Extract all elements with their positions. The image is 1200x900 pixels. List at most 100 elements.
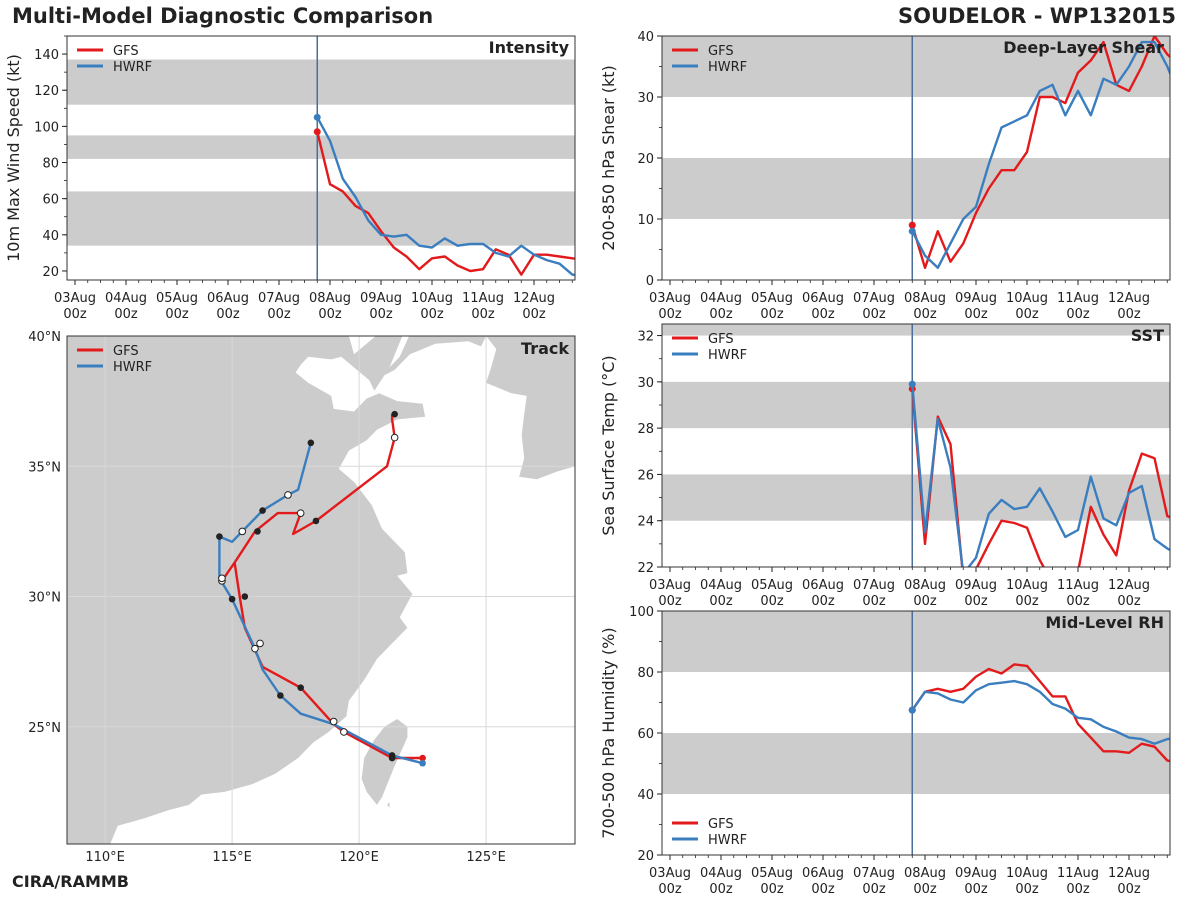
x-tick-label-hour: 00z: [913, 594, 937, 609]
track-point-hwrf: [216, 533, 223, 540]
y-axis-label: Sea Surface Temp (°C): [599, 355, 618, 535]
shade-band: [67, 191, 575, 246]
track-point-gfs: [312, 517, 320, 525]
x-tick-label-hour: 00z: [964, 594, 988, 609]
x-tick-label-hour: 00z: [1066, 594, 1090, 609]
x-tick-label-hour: 00z: [165, 307, 189, 322]
x-tick-label-hour: 00z: [63, 307, 87, 322]
x-tick-label-date: 05Aug: [751, 291, 793, 306]
track-point-gfs: [340, 728, 348, 736]
series-line-hwrf: [911, 679, 1170, 745]
panel-title: SST: [1131, 326, 1164, 345]
x-tick-label-date: 10Aug: [411, 291, 453, 306]
track-point-hwrf: [238, 527, 247, 536]
x-tick-label-date: 11Aug: [462, 291, 504, 306]
track-point-gfs: [241, 593, 249, 600]
x-tick-label-hour: 00z: [862, 594, 886, 609]
x-tick-label-hour: 00z: [760, 594, 784, 609]
x-tick-label-date: 11Aug: [1057, 866, 1099, 881]
series-group: [908, 380, 1170, 567]
legend-label-gfs: GFS: [708, 817, 734, 832]
x-tick-label-date: 08Aug: [904, 291, 946, 306]
shade-band: [662, 611, 1170, 672]
track-point-gfs: [419, 754, 426, 762]
x-tick-label-date: 05Aug: [751, 866, 793, 881]
y-tick-label: 30: [637, 376, 654, 391]
lon-tick-label: 125°E: [466, 850, 506, 865]
x-tick-label-hour: 00z: [811, 594, 835, 609]
y-tick-label: 26: [637, 468, 654, 483]
legend-label-hwrf: HWRF: [708, 348, 747, 363]
y-tick-label: 10: [637, 213, 654, 228]
lat-tick-label: 40°N: [28, 330, 61, 345]
y-axis-label: 700-500 hPa Humidity (%): [599, 627, 618, 838]
y-tick-label: 20: [637, 152, 654, 167]
track-point-hwrf: [329, 717, 338, 726]
x-tick-label-hour: 00z: [913, 882, 937, 897]
series-start-point-hwrf: [908, 380, 916, 388]
y-tick-label: 100: [34, 120, 59, 135]
x-tick-label-hour: 00z: [658, 307, 682, 322]
shade-band: [662, 324, 1170, 336]
track-point-hwrf: [419, 759, 426, 767]
land-islet: [387, 802, 390, 808]
x-tick-label-date: 07Aug: [853, 866, 895, 881]
y-tick-label: 28: [637, 422, 654, 437]
panel-track: 110°E 115°E 120°E 125°E 25°N 30°N 35°N 40°N Trac…: [28, 330, 576, 865]
legend-label-hwrf: HWRF: [113, 60, 152, 75]
x-tick-label-hour: 00z: [709, 882, 733, 897]
lat-tick-label: 35°N: [28, 460, 61, 475]
lat-tick-label: 30°N: [28, 591, 61, 606]
series-line-gfs: [911, 663, 1170, 763]
axes-frame: [661, 35, 1171, 281]
x-tick-label-hour: 00z: [862, 882, 886, 897]
lon-tick-label: 110°E: [85, 850, 125, 865]
x-tick-label-date: 04Aug: [700, 291, 742, 306]
y-tick-label: 30: [637, 91, 654, 106]
track-point-hwrf: [307, 439, 315, 447]
x-tick-label-date: 10Aug: [1006, 866, 1048, 881]
series-group: [908, 36, 1170, 269]
track-point-hwrf: [256, 639, 264, 648]
x-tick-label-hour: 00z: [1015, 594, 1039, 609]
series-group: [908, 663, 1170, 763]
panel-sst: 22242628303203Aug00z04Aug00z05Aug00z06Au…: [599, 323, 1171, 609]
legend-label-hwrf: HWRF: [113, 360, 152, 375]
x-tick-label-hour: 00z: [420, 307, 444, 322]
x-tick-label-hour: 00z: [318, 307, 342, 322]
track-point-gfs: [391, 410, 398, 418]
x-tick-label-date: 07Aug: [853, 578, 895, 593]
legend-label-gfs: GFS: [708, 332, 734, 347]
y-tick-label: 120: [34, 84, 59, 99]
y-tick-label: 80: [42, 157, 59, 172]
track-point-gfs: [297, 684, 304, 691]
track-point-hwrf: [251, 644, 259, 653]
x-tick-label-hour: 00z: [1117, 307, 1141, 322]
x-tick-label-date: 08Aug: [904, 578, 946, 593]
legend-label-gfs: GFS: [113, 44, 139, 59]
y-tick-label: 60: [637, 727, 654, 742]
track-point-gfs: [390, 433, 399, 442]
x-tick-label-hour: 00z: [709, 594, 733, 609]
y-tick-label: 40: [637, 30, 654, 45]
lon-tick-label: 120°E: [339, 850, 379, 865]
track-point-hwrf: [218, 574, 226, 583]
track-point-hwrf: [277, 692, 284, 699]
x-tick-label-date: 04Aug: [700, 866, 742, 881]
x-tick-label-hour: 00z: [862, 307, 886, 322]
x-tick-label-hour: 00z: [811, 307, 835, 322]
y-tick-label: 20: [637, 849, 654, 864]
lon-tick-label: 115°E: [212, 850, 252, 865]
axes-frame: [661, 610, 1171, 856]
storm-id: SOUDELOR - WP132015: [897, 4, 1176, 28]
track-point-hwrf: [228, 595, 236, 603]
series-line-gfs: [911, 36, 1170, 269]
series-line-gfs: [316, 131, 575, 276]
lat-tick-label: 25°N: [28, 721, 61, 736]
x-tick-label-date: 11Aug: [1057, 578, 1099, 593]
x-tick-label-date: 09Aug: [955, 866, 997, 881]
x-tick-label-date: 08Aug: [904, 866, 946, 881]
y-tick-label: 60: [42, 193, 59, 208]
x-tick-label-date: 06Aug: [802, 578, 844, 593]
